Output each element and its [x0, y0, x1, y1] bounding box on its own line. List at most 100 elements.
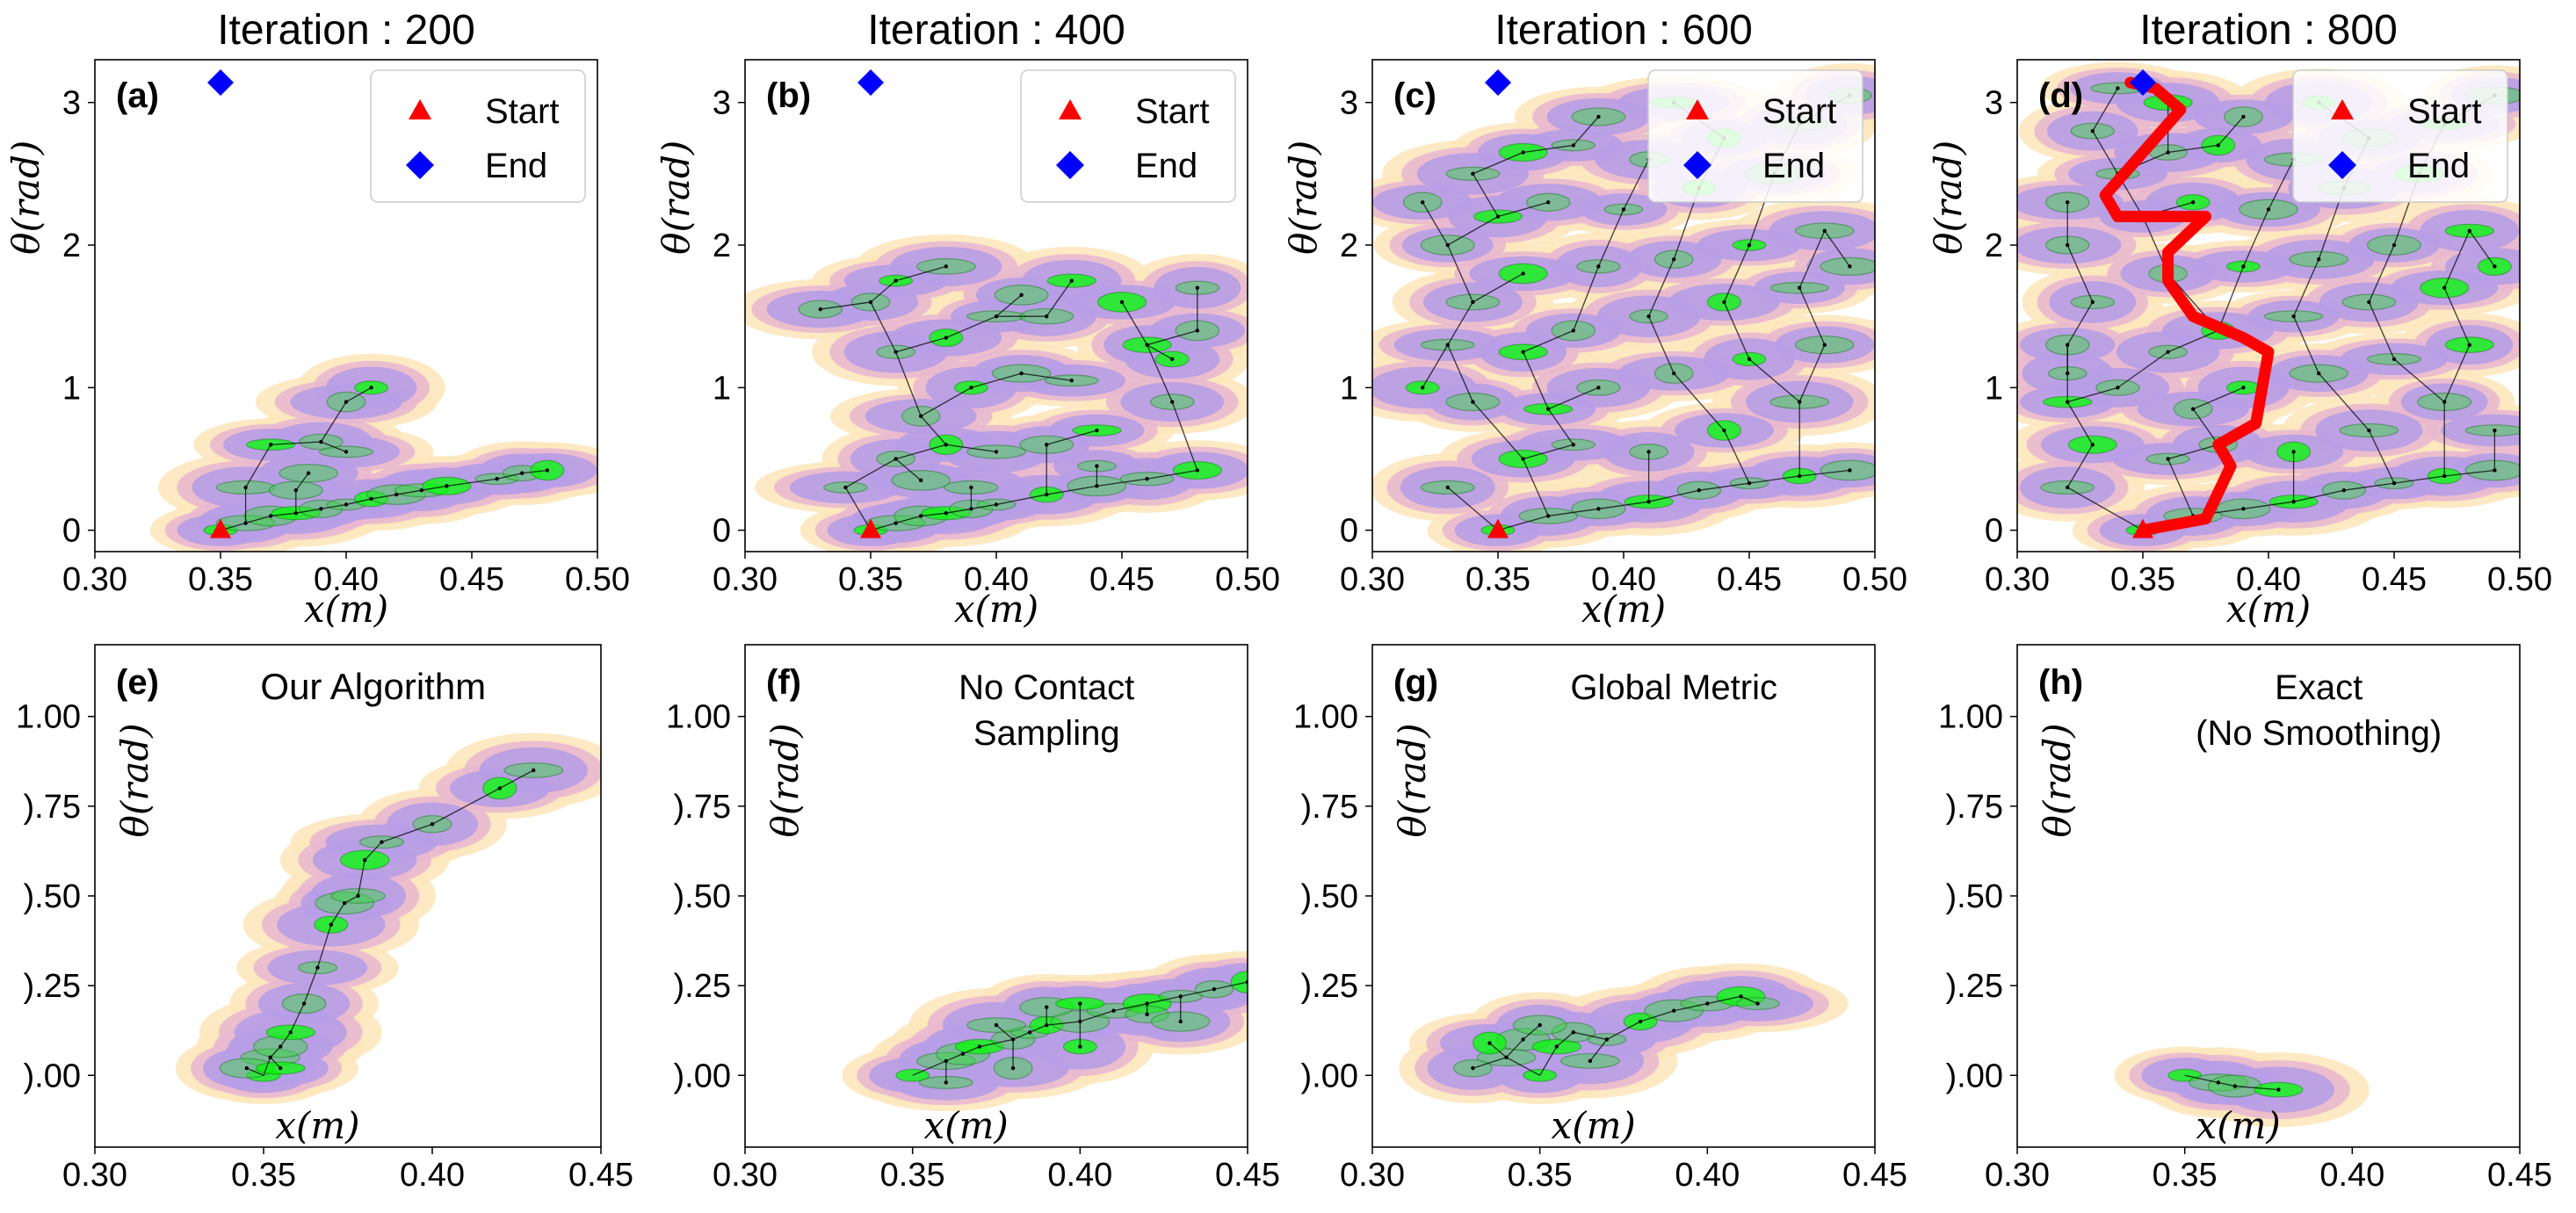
panel-e: 0.30 0.35 0.40 0.45).00).25).50).75 1.00 x(m)… [16, 644, 633, 1194]
tree-edge [2092, 88, 2118, 132]
panel-d: 0.30 0.35 0.40 0.45 0.50 0 1 2 3 x(m) θ(rad) Iterat… [1927, 7, 2552, 631]
y-tick-label: 1 [62, 370, 81, 407]
tree-edge [1096, 478, 1147, 487]
tree-edge [246, 1067, 264, 1076]
tree-edge [1648, 489, 1699, 502]
tree-edge [381, 823, 433, 843]
tree-edge [1447, 301, 1473, 345]
panel-h: 0.30 0.35 0.40 0.45).00).25).50).75 1.00 x(m)… [1938, 644, 2552, 1194]
end-marker [1485, 69, 1511, 96]
tree-edge [245, 515, 271, 524]
tree-edge [1748, 475, 1800, 484]
x-tick-label: 0.35 [2110, 561, 2175, 598]
y-tick-label: ).00 [1301, 1058, 1358, 1094]
x-tick-label: 0.35 [1508, 1157, 1573, 1194]
x-axis-label: x(m) [924, 1104, 1009, 1147]
panel-annotation: No Contact Sampling [959, 668, 1134, 753]
legend-label: Start [1762, 92, 1836, 131]
tree-edge [1539, 1046, 1558, 1076]
tree-edge [1523, 444, 1574, 460]
tree-edges [912, 979, 1248, 1085]
tree-edge [295, 473, 309, 491]
tree-edge [2393, 358, 2445, 403]
tree-edge [2293, 489, 2344, 502]
tree-edge [421, 485, 447, 491]
y-tick-label: 0 [1340, 513, 1358, 550]
legend-label: End [1762, 147, 1825, 185]
y-tick-label: ).75 [1301, 789, 1358, 826]
tree-edge [2293, 258, 2319, 317]
tree-edge [1648, 258, 1675, 317]
tree-edge [1012, 1031, 1031, 1041]
tree-edges [1421, 93, 1852, 531]
legend-end-marker [406, 151, 434, 179]
tree-edge [1547, 408, 1574, 445]
tree-edge [2443, 287, 2471, 345]
y-tick-label: 2 [713, 227, 731, 264]
tree-edge [895, 458, 922, 481]
x-tick-label: 0.45 [1215, 1157, 1280, 1194]
x-tick-label: 0.45 [568, 1157, 633, 1194]
legend-end-marker [1683, 151, 1711, 179]
tree-edge [1723, 430, 1750, 484]
tree-edge [1497, 515, 1549, 531]
x-axis-label: x(m) [1552, 1104, 1636, 1147]
annotation-line: Our Algorithm [260, 666, 486, 707]
plot-content [175, 733, 601, 1105]
legend-end-marker [1056, 151, 1084, 179]
x-tick-label: 0.35 [880, 1157, 945, 1194]
tree-edge [1639, 1010, 1675, 1022]
tree-edge [1447, 244, 1473, 303]
panel-label: (e) [116, 663, 159, 702]
tree-vertex [1445, 485, 1451, 490]
y-tick-label: 0 [1985, 513, 2003, 550]
tree-edge [894, 351, 922, 417]
tree-edge [1573, 116, 1599, 146]
tree-edge [364, 841, 382, 861]
tree-vertex [1019, 292, 1024, 298]
tree-edge [1147, 344, 1173, 360]
legend: Start End [370, 69, 586, 203]
tree-vertex [1487, 1041, 1492, 1045]
y-tick-label: 3 [62, 85, 81, 122]
tree-vertex [1848, 468, 1852, 473]
tree-vertex [1546, 200, 1551, 205]
panel-a: 0.30 0.35 0.40 0.45 0.50 0 1 2 3 x(m) θ(rad) Iterat… [4, 7, 630, 631]
tree-edge [1473, 1057, 1507, 1069]
tree-edge [1798, 287, 1826, 345]
x-axis-label: x(m) [275, 1104, 359, 1147]
tree-edge [1556, 1031, 1574, 1048]
x-tick-label: 0.30 [713, 1157, 778, 1194]
tree-vertex [288, 1030, 293, 1035]
tree-edge [344, 895, 358, 904]
tree-edge [1046, 280, 1073, 317]
y-tick-label: 1.00 [1938, 699, 2003, 736]
panel-f: 0.30 0.35 0.40 0.45).00).25).50).75 1.00 x(m)… [666, 644, 1280, 1194]
tree-edge [1548, 508, 1599, 517]
tree-edge [2066, 444, 2094, 488]
tree-vertex [2066, 371, 2070, 376]
legend-box [1020, 69, 1236, 203]
y-axis-label: θ(rad) [655, 141, 698, 255]
legend-label: Start [2407, 92, 2481, 131]
tree-edge [1723, 301, 1750, 360]
tree-edge [1046, 1021, 1081, 1026]
y-tick-label: 1.00 [16, 699, 81, 736]
annotation-line: Exact [2275, 668, 2363, 707]
tree-edge [345, 498, 372, 506]
tree-vertex [977, 1044, 982, 1049]
tree-edge [2218, 266, 2245, 331]
solution-path [2099, 76, 2275, 537]
panel-c: 0.30 0.35 0.40 0.45 0.50 0 1 2 3 x(m) θ(rad) Iterat… [1282, 7, 1907, 631]
panel-title: Iteration : 200 [217, 7, 475, 54]
tree-vertex [1596, 386, 1601, 390]
y-tick-label: 2 [1340, 227, 1358, 264]
panel-title: Iteration : 400 [867, 7, 1125, 54]
tree-edge [1589, 1039, 1608, 1062]
tree-edge [1623, 159, 1650, 210]
tree-edge [1121, 301, 1148, 345]
tree-edge [971, 503, 997, 509]
tree-edge [295, 508, 322, 514]
tree-edge [1698, 482, 1750, 491]
